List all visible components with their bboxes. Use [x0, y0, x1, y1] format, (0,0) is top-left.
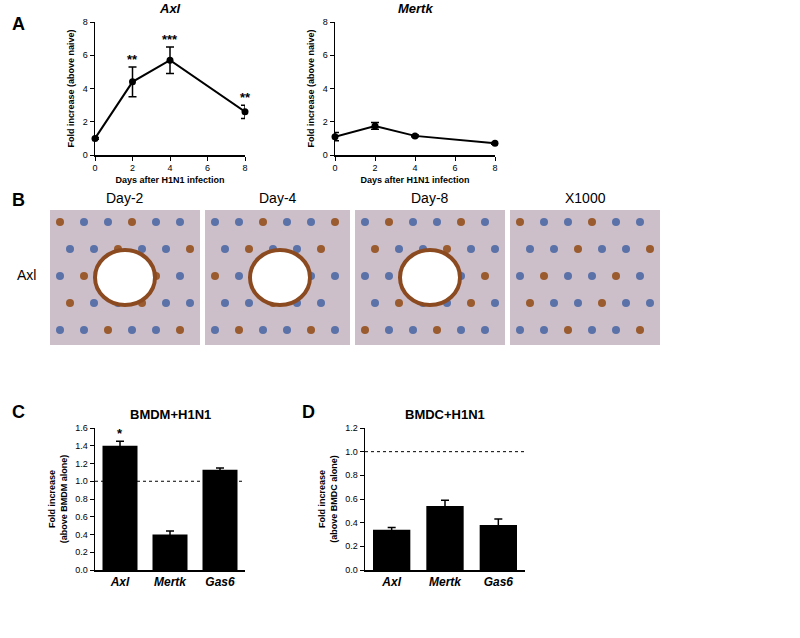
svg-text:B: B: [12, 190, 25, 210]
svg-text:2: 2: [130, 163, 135, 173]
svg-text:6: 6: [205, 163, 210, 173]
svg-text:**: **: [127, 52, 138, 67]
svg-text:Days after H1N1 infection: Days after H1N1 infection: [360, 175, 469, 185]
svg-text:1.2: 1.2: [345, 423, 358, 433]
svg-text:6: 6: [452, 163, 457, 173]
svg-text:BMDM+H1N1: BMDM+H1N1: [130, 407, 211, 422]
svg-text:0.8: 0.8: [75, 494, 88, 504]
svg-text:1.6: 1.6: [75, 423, 88, 433]
svg-text:8: 8: [83, 17, 88, 27]
svg-text:Fold increase(above BMDC alone: Fold increase(above BMDC alone): [317, 455, 339, 543]
svg-text:1.0: 1.0: [345, 447, 358, 457]
svg-text:4: 4: [83, 84, 88, 94]
svg-text:Mertk: Mertk: [398, 1, 433, 16]
svg-text:1.0: 1.0: [75, 476, 88, 486]
svg-text:D: D: [302, 402, 315, 422]
svg-text:Mertk: Mertk: [154, 575, 187, 589]
svg-text:Gas6: Gas6: [484, 575, 514, 589]
svg-text:4: 4: [412, 163, 417, 173]
svg-text:8: 8: [492, 163, 497, 173]
svg-text:X1000: X1000: [565, 190, 606, 206]
svg-text:0.2: 0.2: [345, 541, 358, 551]
svg-text:4: 4: [167, 163, 172, 173]
svg-text:0.0: 0.0: [345, 565, 358, 575]
svg-text:***: ***: [162, 32, 178, 47]
svg-text:Axl: Axl: [17, 267, 36, 283]
svg-text:0.0: 0.0: [75, 565, 88, 575]
svg-text:2: 2: [323, 117, 328, 127]
svg-text:0.6: 0.6: [345, 494, 358, 504]
svg-text:Axl: Axl: [110, 575, 130, 589]
svg-text:Day-4: Day-4: [259, 190, 297, 206]
svg-text:4: 4: [323, 84, 328, 94]
svg-text:1.2: 1.2: [75, 459, 88, 469]
svg-text:6: 6: [83, 50, 88, 60]
svg-text:0: 0: [332, 163, 337, 173]
svg-text:0: 0: [92, 163, 97, 173]
svg-text:8: 8: [323, 17, 328, 27]
svg-text:Fold increase (above naive): Fold increase (above naive): [66, 29, 76, 147]
svg-text:0.4: 0.4: [345, 518, 358, 528]
svg-text:0.4: 0.4: [75, 530, 88, 540]
svg-text:Axl: Axl: [159, 1, 181, 16]
svg-text:2: 2: [83, 117, 88, 127]
svg-text:Mertk: Mertk: [429, 575, 462, 589]
svg-text:Day-8: Day-8: [411, 190, 449, 206]
svg-text:Fold increase(above BMDM alone: Fold increase(above BMDM alone): [47, 455, 69, 544]
svg-text:Axl: Axl: [381, 575, 401, 589]
svg-text:Day-2: Day-2: [106, 190, 144, 206]
svg-text:1.4: 1.4: [75, 441, 88, 451]
svg-text:Gas6: Gas6: [205, 575, 235, 589]
svg-text:0.2: 0.2: [75, 547, 88, 557]
svg-text:0.8: 0.8: [345, 470, 358, 480]
svg-text:*: *: [117, 426, 123, 441]
svg-text:8: 8: [242, 163, 247, 173]
svg-text:0.6: 0.6: [75, 512, 88, 522]
svg-text:6: 6: [323, 50, 328, 60]
svg-text:0: 0: [323, 150, 328, 160]
svg-text:**: **: [240, 90, 251, 105]
svg-text:C: C: [12, 402, 25, 422]
svg-text:2: 2: [372, 163, 377, 173]
svg-text:Days after H1N1 infection: Days after H1N1 infection: [115, 175, 224, 185]
svg-text:A: A: [12, 14, 25, 34]
svg-text:0: 0: [83, 150, 88, 160]
svg-text:BMDC+H1N1: BMDC+H1N1: [405, 407, 485, 422]
svg-text:Fold increase (above naive): Fold increase (above naive): [306, 29, 316, 147]
